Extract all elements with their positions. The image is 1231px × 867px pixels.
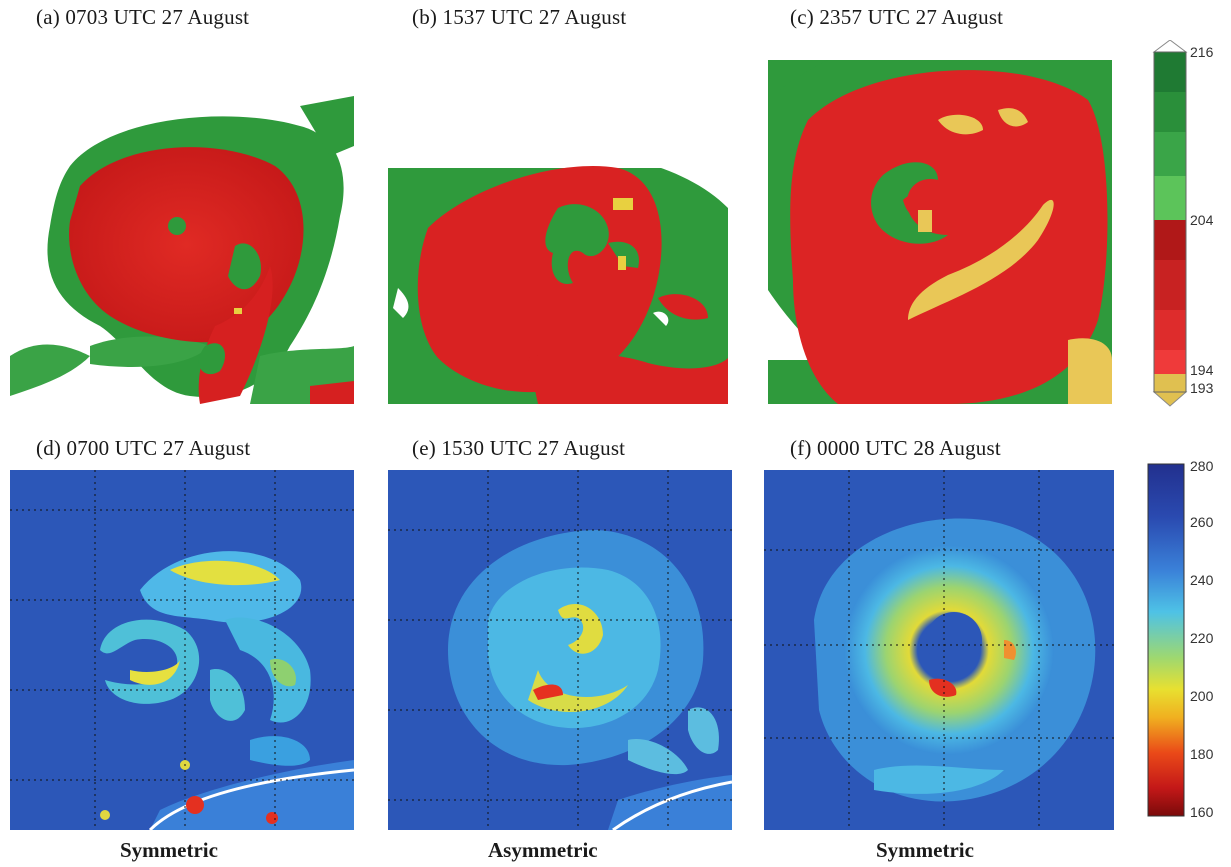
panel-f-title: (f) 0000 UTC 28 August [790, 436, 1001, 460]
panel-b-image [388, 148, 728, 404]
panel-e-image [388, 470, 732, 830]
cb-bottom-tick-260: 260 [1190, 514, 1214, 530]
colorbar-top [1152, 39, 1188, 417]
panel-d-caption: Symmetric [120, 838, 218, 862]
cb-bottom-tick-280: 280 [1190, 458, 1214, 474]
panel-e-title: (e) 1530 UTC 27 August [412, 436, 626, 460]
panel-a-title: (a) 0703 UTC 27 August [36, 5, 250, 29]
cb-bottom-tick-200: 200 [1190, 688, 1214, 704]
panel-c-image [768, 60, 1112, 404]
panel-d-title: (d) 0700 UTC 27 August [36, 436, 251, 460]
cb-bottom-tick-220: 220 [1190, 630, 1214, 646]
cb-top-tick-194: 194 [1190, 362, 1214, 378]
panel-a-image [10, 96, 354, 404]
panel-b-title: (b) 1537 UTC 27 August [412, 5, 627, 29]
panel-e-caption: Asymmetric [488, 838, 598, 862]
cb-top-tick-204: 204 [1190, 212, 1214, 228]
cb-top-tick-193: 193 [1190, 380, 1214, 396]
panel-c-title: (c) 2357 UTC 27 August [790, 5, 1004, 29]
panel-d-image [10, 470, 354, 830]
cb-top-tick-216: 216 [1190, 44, 1214, 60]
panel-f-image [764, 470, 1114, 830]
panel-f-caption: Symmetric [876, 838, 974, 862]
colorbar-bottom [1146, 462, 1186, 823]
cb-bottom-tick-160: 160 [1190, 804, 1214, 820]
cb-bottom-tick-240: 240 [1190, 572, 1214, 588]
cb-bottom-tick-180: 180 [1190, 746, 1214, 762]
